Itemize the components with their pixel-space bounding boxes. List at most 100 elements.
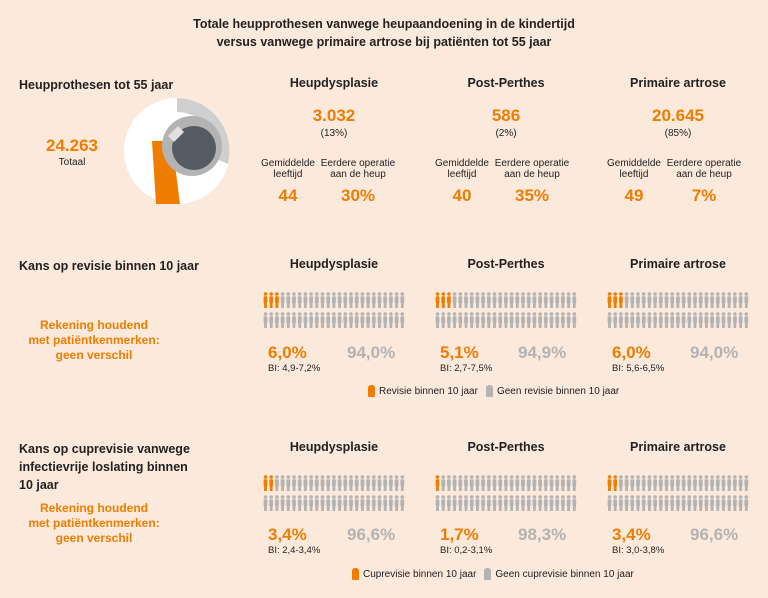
person-icon-no-revision [738,312,743,328]
person-icon-no-revision [394,292,399,308]
person-icon-no-revision [670,312,675,328]
icon-grid-revisie-post-perthes [435,292,577,328]
person-icon-no-revision [555,495,560,511]
person-icon-no-revision [670,475,675,491]
person-icon-no-revision [297,312,302,328]
person-icon-no-revision [343,292,348,308]
cuprevisie-pct-primaire-artrose: 3,4% [612,525,651,544]
prior-op-label: Eerdere operatie aan de heup [320,158,396,180]
geen-cuprevisie-pct-primaire-artrose: 96,6% [690,525,739,544]
person-icon-no-revision [687,475,692,491]
person-icon-no-revision [744,312,749,328]
person-icon-no-revision [447,475,451,491]
person-icon-no-revision [664,495,669,511]
person-icon-no-revision [538,292,542,308]
person-icon-no-revision [504,292,508,308]
person-icon-no-revision [332,292,336,308]
ci-post-perthes: BI: 2,7-7,5% [440,363,493,374]
prior-op-label: Eerdere operatie aan de heup [666,158,742,180]
person-icon-no-revision [647,495,652,511]
person-icon-no-revision [303,312,308,328]
person-icon-no-revision [343,495,348,511]
person-icon-no-revision [521,475,525,491]
person-icon-no-revision [389,292,393,308]
person-icon-no-revision [343,312,348,328]
person-icon-no-revision [441,495,446,511]
person-icon-no-revision [349,312,353,328]
person-icon-no-revision [619,495,623,511]
revisie-pct-post-perthes: 5,1% [440,343,479,362]
person-icon-no-revision [371,292,376,308]
person-icon-no-revision [733,495,737,511]
person-icon-no-revision [738,292,743,308]
person-icon-no-revision [292,312,296,328]
ci-heupdysplasie: BI: 4,9-7,2% [268,363,321,374]
group-count: 20.645 [652,106,704,125]
person-icon-no-revision [676,312,680,328]
person-icon-no-revision [538,475,542,491]
person-icon-no-revision [561,475,565,491]
person-icon-no-revision [710,495,714,511]
person-icon-no-revision [475,292,480,308]
person-icon-no-revision [481,495,485,511]
person-icon-no-revision [613,495,618,511]
person-icon-no-revision [492,495,497,511]
person-icon-no-revision [486,292,491,308]
revisie-pct-heupdysplasie: 6,0% [268,343,307,362]
person-icon-revision [607,475,612,491]
person-icon-no-revision [733,312,737,328]
person-icon-no-revision [543,475,548,491]
ci-primaire-artrose: BI: 3,0-3,8% [612,545,665,556]
person-icon-no-revision [647,292,652,308]
person-icon-no-revision [400,292,405,308]
person-icon-revision [441,292,446,308]
person-icon-no-revision [647,475,652,491]
person-icon-no-revision [526,312,531,328]
ci-post-perthes: BI: 0,2-3,1% [440,545,493,556]
ci-heupdysplasie: BI: 2,4-3,4% [268,545,321,556]
geen-revisie-pct-post-perthes: 94,9% [518,343,567,362]
person-icon-no-revision [526,495,531,511]
person-icon-no-revision [710,475,714,491]
section3-note: Rekening houdend met patiëntkenmerken: gee… [28,501,160,545]
person-icon-no-revision [286,495,291,511]
person-icon-no-revision [269,312,274,328]
person-icon-no-revision [337,475,342,491]
person-icon-no-revision [619,475,623,491]
person-icon-no-revision [715,312,720,328]
person-icon-no-revision [504,495,508,511]
person-icon-no-revision [314,475,319,491]
person-icon-no-revision [452,312,457,328]
person-icon-no-revision [354,292,359,308]
person-icon-no-revision [509,312,514,328]
person-icon-no-revision [303,495,308,511]
person-icon-no-revision [383,292,388,308]
person-icon-no-revision [658,292,663,308]
person-icon-no-revision [710,312,714,328]
person-icon-no-revision [549,475,554,491]
person-icon-no-revision [458,292,463,308]
person-icon-no-revision [389,312,393,328]
person-icon-no-revision [297,495,302,511]
person-icon-no-revision [538,312,542,328]
person-icon-no-revision [641,292,646,308]
geen-cuprevisie-pct-heupdysplasie: 96,6% [347,525,396,544]
legend-orange-label: Cuprevisie binnen 10 jaar [363,568,477,580]
person-icon-no-revision [607,495,612,511]
person-icon-no-revision [624,495,629,511]
person-icon-no-revision [549,292,554,308]
person-icon-no-revision [630,495,635,511]
person-icon-no-revision [715,495,720,511]
person-icon-no-revision [475,495,480,511]
person-icon-no-revision [452,292,457,308]
person-icon-no-revision [653,495,657,511]
person-icon-no-revision [377,475,382,491]
group-count: 3.032 [312,106,356,125]
person-icon-no-revision [636,312,640,328]
person-icon-no-revision [515,495,520,511]
person-icon-no-revision [630,292,635,308]
person-icon-no-revision [532,475,537,491]
person-icon-no-revision [332,495,336,511]
age-label: Gemiddelde leeftijd [607,158,661,180]
person-icon-no-revision [676,292,680,308]
